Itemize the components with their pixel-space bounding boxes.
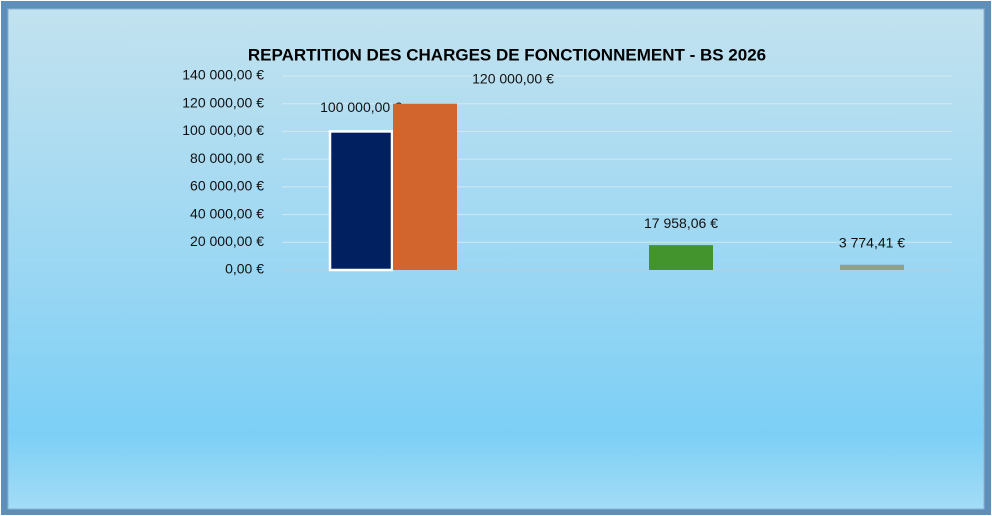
bar <box>393 103 457 270</box>
data-label: 100 000,00 € <box>320 99 402 115</box>
chart-title: REPARTITION DES CHARGES DE FONCTIONNEMEN… <box>248 45 766 64</box>
y-tick-label: 20 000,00 € <box>190 233 264 249</box>
data-label: 3 774,41 € <box>839 234 905 250</box>
bar <box>840 264 904 270</box>
bar <box>328 130 394 272</box>
y-tick-label: 0,00 € <box>225 261 264 277</box>
y-tick-label: 60 000,00 € <box>190 178 264 194</box>
data-label: 17 958,06 € <box>644 215 718 231</box>
data-label: 120 000,00 € <box>472 71 554 87</box>
y-tick-label: 120 000,00 € <box>182 94 264 110</box>
y-tick-label: 100 000,00 € <box>182 122 264 138</box>
y-tick-label: 140 000,00 € <box>182 67 264 83</box>
chart-area <box>7 8 985 510</box>
y-tick-label: 80 000,00 € <box>190 150 264 166</box>
y-tick-label: 40 000,00 € <box>190 205 264 221</box>
bar <box>649 245 713 270</box>
